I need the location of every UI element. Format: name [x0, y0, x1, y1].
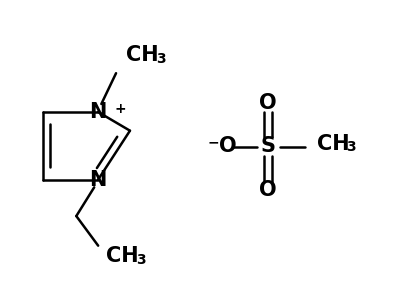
Text: +: + — [114, 102, 126, 116]
Text: CH: CH — [317, 134, 349, 154]
Text: O: O — [260, 93, 277, 113]
Text: −: − — [208, 135, 219, 149]
Text: S: S — [261, 137, 276, 156]
Text: CH: CH — [126, 45, 159, 65]
Text: 3: 3 — [156, 52, 165, 66]
Text: 3: 3 — [136, 253, 145, 267]
Text: O: O — [218, 137, 236, 156]
Text: O: O — [260, 180, 277, 200]
Text: CH: CH — [106, 246, 139, 266]
Text: N: N — [89, 102, 107, 122]
Text: N: N — [89, 170, 107, 190]
Text: 3: 3 — [347, 140, 356, 154]
